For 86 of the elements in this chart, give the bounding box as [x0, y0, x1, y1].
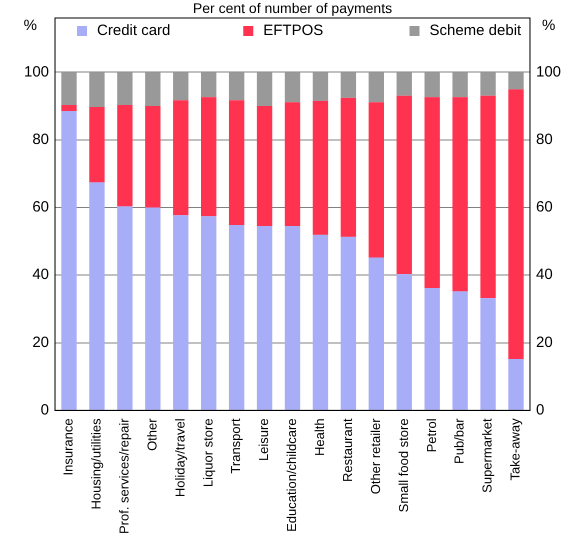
x-tick-label: Other retailer: [368, 418, 383, 494]
y2-axis-title: %: [542, 17, 556, 34]
x-tick-label: Restaurant: [340, 418, 355, 482]
bar: [201, 216, 216, 410]
bar: [256, 226, 272, 410]
y-tick-label: 60: [32, 198, 50, 216]
bar: [284, 226, 300, 410]
bar: [424, 288, 440, 410]
legend-label: Scheme debit: [429, 22, 522, 40]
bar: [89, 182, 105, 410]
bar: [145, 207, 160, 410]
bar: [145, 106, 160, 208]
bar: [396, 274, 412, 410]
bar: [508, 89, 524, 359]
x-tick-label: Holiday/travel: [172, 418, 188, 498]
y2-tick-label: 20: [536, 334, 553, 351]
bar: [312, 72, 328, 101]
bar: [396, 96, 412, 274]
bar: [228, 72, 244, 100]
y-tick-label: 100: [24, 63, 50, 80]
y-tick-label: 20: [32, 334, 50, 351]
y2-tick-label: 60: [536, 198, 553, 216]
bar: [340, 72, 356, 98]
bar: [201, 97, 216, 216]
x-tick-label: Prof. services/repair: [116, 418, 132, 534]
y-tick-label: 80: [32, 130, 50, 148]
bar: [256, 72, 272, 106]
bar: [480, 72, 496, 96]
bar: [117, 206, 133, 410]
bar: [228, 100, 244, 226]
bar: [312, 234, 328, 410]
y-tick-label: 0: [40, 402, 50, 419]
bar: [396, 72, 412, 96]
bar: [368, 258, 384, 410]
bar: [312, 100, 328, 235]
bar: [508, 358, 524, 410]
bar: [424, 97, 440, 288]
x-tick-label: Education/childcare: [284, 418, 300, 532]
bar: [173, 215, 188, 410]
x-tick-label: Pub/bar: [452, 418, 467, 464]
bar: [256, 106, 272, 226]
bar: [340, 236, 356, 410]
bar: [117, 72, 133, 105]
legend-label: EFTPOS: [263, 22, 324, 40]
y-tick-label: 40: [32, 266, 50, 284]
x-tick-label: Housing/utilities: [88, 418, 104, 510]
bar: [201, 72, 216, 98]
x-tick-label: Small food store: [396, 418, 411, 512]
bar: [89, 72, 105, 107]
bar: [508, 72, 524, 90]
bar: [173, 72, 188, 100]
x-tick-label: Insurance: [60, 418, 76, 476]
bar: [340, 98, 356, 237]
x-tick-label: Petrol: [424, 418, 439, 452]
bar: [145, 72, 160, 106]
bar: [452, 72, 468, 98]
bar: [368, 102, 384, 258]
bar: [452, 97, 468, 292]
legend-label: Credit card: [97, 22, 170, 40]
chart-title: Per cent of number of payments: [192, 0, 392, 16]
bar: [61, 72, 77, 105]
x-tick-label: Take-away: [508, 418, 523, 481]
bar: [89, 106, 105, 182]
bar: [228, 225, 244, 410]
bar: [61, 104, 77, 112]
y2-tick-label: 40: [536, 266, 553, 284]
x-tick-label: Liquor store: [200, 418, 216, 488]
bar: [284, 102, 300, 226]
bar: [368, 72, 384, 102]
bar: [424, 72, 440, 98]
bar: [117, 104, 133, 206]
y2-tick-label: 100: [536, 63, 562, 80]
x-tick-label: Other: [144, 418, 160, 451]
x-tick-label: Supermarket: [480, 418, 495, 493]
bar: [452, 291, 468, 410]
bar: [480, 96, 496, 298]
bar: [480, 298, 496, 410]
bar: [61, 111, 77, 410]
y2-tick-label: 0: [536, 402, 544, 419]
x-tick-label: Transport: [228, 418, 244, 474]
bar: [173, 100, 188, 216]
y2-tick-label: 80: [536, 130, 553, 148]
bar: [284, 72, 300, 102]
x-tick-label: Leisure: [256, 418, 272, 462]
y-axis-title: %: [24, 17, 38, 34]
x-tick-label: Health: [312, 418, 328, 456]
